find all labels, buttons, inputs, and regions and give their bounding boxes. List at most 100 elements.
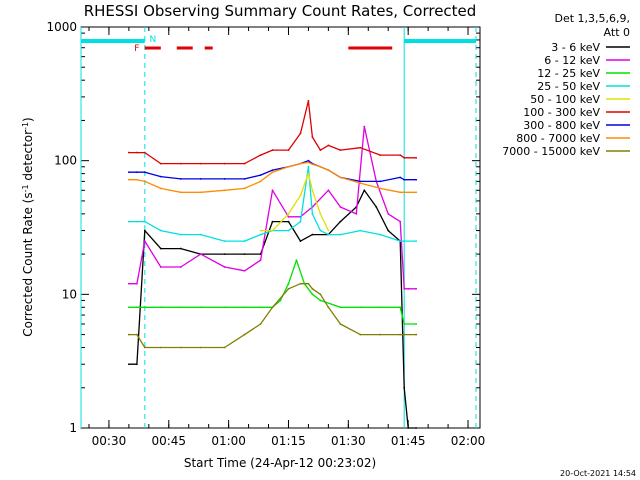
point-12to25kev <box>259 306 262 309</box>
point-6to12kev <box>355 212 358 215</box>
point-300to800kev <box>179 178 182 180</box>
series-12to25kev <box>128 259 417 325</box>
point-3to6kev <box>387 229 390 232</box>
point-800to7000kev <box>199 191 202 194</box>
timestamp: 20-Oct-2021 14:54 <box>560 469 636 478</box>
point-100to300kev <box>311 136 314 139</box>
point-25to50kev <box>143 220 146 223</box>
point-800to7000kev <box>339 176 342 179</box>
point-12to25kev <box>359 306 362 309</box>
point-12to25kev <box>287 282 290 285</box>
point-3to6kev <box>299 240 302 243</box>
point-12to25kev <box>243 306 246 309</box>
point-100to300kev <box>399 154 402 157</box>
series-100to300kev <box>128 100 417 165</box>
point-100to300kev <box>287 149 290 151</box>
point-12to25kev <box>295 259 298 262</box>
point-800to7000kev <box>271 171 274 174</box>
point-12to25kev <box>199 306 202 309</box>
point-300to800kev <box>379 180 382 183</box>
point-12to25kev <box>339 306 342 309</box>
point-7000to15000kev <box>311 287 314 290</box>
point-300to800kev <box>359 180 362 183</box>
point-12to25kev <box>403 323 406 325</box>
legend-label-25to50kev: 25 - 50 keV <box>537 80 600 93</box>
point-3to6kev <box>363 189 366 192</box>
point-6to12kev <box>223 266 226 268</box>
x-tick-label: 00:45 <box>151 434 186 448</box>
point-100to300kev <box>271 149 274 151</box>
point-12to25kev <box>319 299 322 302</box>
legend-label-50to100kev: 50 - 100 keV <box>530 93 600 106</box>
point-12to25kev <box>127 306 130 309</box>
point-25to50kev <box>199 233 202 236</box>
point-50to100kev <box>271 229 274 232</box>
point-25to50kev <box>311 212 314 215</box>
point-25to50kev <box>415 240 418 243</box>
series-50to100kev <box>260 172 329 232</box>
point-50to100kev <box>319 212 322 215</box>
point-6to12kev <box>287 215 290 218</box>
point-800to7000kev <box>143 180 146 183</box>
point-7000to15000kev <box>339 323 342 325</box>
point-300to800kev <box>223 178 226 180</box>
point-800to7000kev <box>311 163 314 166</box>
point-800to7000kev <box>415 191 418 194</box>
x-tick-label: 01:45 <box>391 434 426 448</box>
point-3to6kev <box>223 253 226 255</box>
point-7000to15000kev <box>359 333 362 336</box>
point-6to12kev <box>259 259 262 262</box>
point-300to800kev <box>307 159 310 162</box>
point-100to300kev <box>379 154 382 157</box>
point-100to300kev <box>339 149 342 151</box>
point-100to300kev <box>259 154 262 157</box>
point-100to300kev <box>415 156 418 159</box>
point-12to25kev <box>311 293 314 296</box>
point-6to12kev <box>407 287 410 290</box>
point-25to50kev <box>259 233 262 236</box>
y-tick-label: 100 <box>54 154 77 168</box>
point-3to6kev <box>159 247 162 250</box>
point-25to50kev <box>319 229 322 232</box>
point-25to50kev <box>179 233 182 236</box>
point-50to100kev <box>307 172 310 175</box>
legend-label-100to300kev: 100 - 300 keV <box>523 106 600 119</box>
point-300to800kev <box>259 174 262 176</box>
point-100to300kev <box>299 132 302 135</box>
point-3to6kev <box>143 229 146 232</box>
point-300to800kev <box>127 171 130 174</box>
point-100to300kev <box>159 162 162 165</box>
point-800to7000kev <box>319 165 322 168</box>
point-800to7000kev <box>327 169 330 172</box>
point-3to6kev <box>179 247 182 250</box>
point-6to12kev <box>363 125 366 128</box>
point-3to6kev <box>271 220 274 223</box>
x-tick-label: 02:00 <box>451 434 486 448</box>
point-7000to15000kev <box>415 333 418 336</box>
point-300to800kev <box>135 171 138 174</box>
point-3to6kev <box>135 363 138 366</box>
point-12to25kev <box>379 306 382 309</box>
legend-label-800to7000kev: 800 - 7000 keV <box>516 132 600 145</box>
point-25to50kev <box>135 220 138 223</box>
point-12to25kev <box>143 306 146 309</box>
point-12to25kev <box>279 299 282 302</box>
legend-header-2: Att 0 <box>604 26 630 39</box>
point-50to100kev <box>311 189 314 192</box>
point-300to800kev <box>399 176 402 179</box>
point-6to12kev <box>143 240 146 243</box>
legend-label-300to800kev: 300 - 800 keV <box>523 119 600 132</box>
point-100to300kev <box>359 146 362 149</box>
point-50to100kev <box>327 229 330 232</box>
point-100to300kev <box>243 162 246 165</box>
series-7000to15000kev <box>128 283 417 349</box>
plot-frame <box>80 26 481 429</box>
point-800to7000kev <box>243 187 246 190</box>
flag-f-label: F <box>134 44 139 54</box>
series-25to50kev <box>128 166 417 242</box>
legend-header-1: Det 1,3,5,6,9, <box>554 12 630 25</box>
point-6to12kev <box>271 189 274 192</box>
point-100to300kev <box>403 156 406 159</box>
legend-label-7000to15000kev: 7000 - 15000 keV <box>502 145 600 158</box>
